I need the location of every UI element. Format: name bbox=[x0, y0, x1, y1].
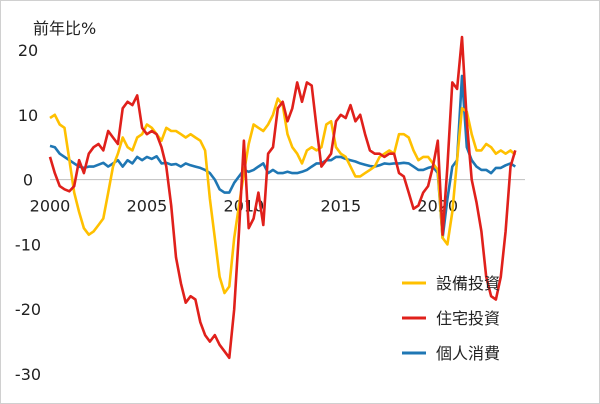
series-lines bbox=[48, 35, 517, 360]
y-tick-label: 20 bbox=[18, 41, 38, 60]
x-tick-label: 2005 bbox=[127, 197, 168, 216]
series-line-3 bbox=[49, 74, 517, 240]
x-tick-label: 2015 bbox=[320, 197, 361, 216]
y-tick-label: 0 bbox=[23, 171, 33, 190]
y-tick-label: -30 bbox=[15, 365, 41, 384]
legend-label: 設備投資 bbox=[436, 274, 500, 293]
legend-label: 個人消費 bbox=[436, 344, 500, 363]
y-tick-label: -10 bbox=[15, 235, 41, 254]
y-tick-label: 10 bbox=[18, 106, 38, 125]
y-tick-label: -20 bbox=[15, 300, 41, 319]
series-line-2 bbox=[48, 35, 517, 360]
legend-label: 住宅投資 bbox=[436, 309, 500, 328]
y-axis-label: 前年比% bbox=[33, 19, 96, 38]
x-tick-label: 2000 bbox=[30, 197, 71, 216]
